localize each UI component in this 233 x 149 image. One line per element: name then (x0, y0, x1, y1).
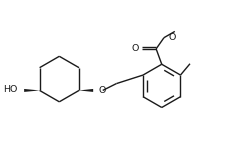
Text: HO: HO (3, 86, 18, 94)
Text: O: O (131, 44, 138, 53)
Text: O: O (98, 86, 106, 95)
Text: O: O (168, 33, 175, 42)
Polygon shape (24, 89, 40, 92)
Polygon shape (79, 89, 93, 92)
